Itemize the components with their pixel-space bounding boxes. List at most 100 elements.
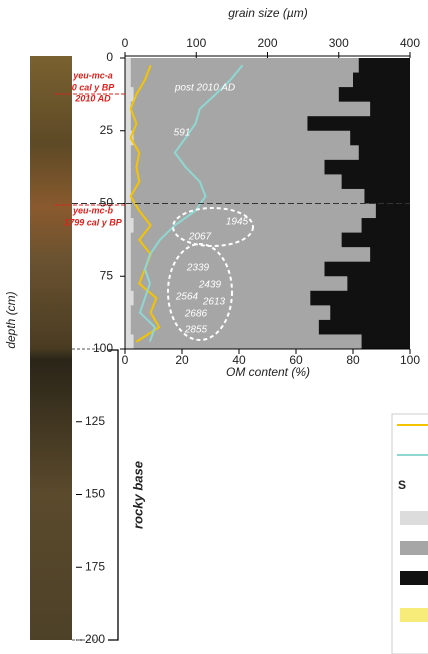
x2-tick-label: 300 xyxy=(329,36,349,50)
bar-segment xyxy=(358,58,410,73)
y-tick-label: 175 xyxy=(85,559,105,573)
bar-segment xyxy=(130,276,348,292)
annotation: 2339 xyxy=(186,263,210,274)
core-label: 0 cal y BP xyxy=(72,82,116,92)
bar-segment xyxy=(361,334,410,350)
y-tick-label: 25 xyxy=(100,123,114,137)
x-tick-label: 80 xyxy=(346,353,360,367)
bar-segment xyxy=(130,116,308,132)
bar-segment xyxy=(347,276,410,292)
bar-segment xyxy=(125,232,131,248)
bar-segment xyxy=(125,305,131,321)
bar-segment xyxy=(125,72,131,88)
bar-segment xyxy=(350,130,410,146)
bar-segment xyxy=(125,101,131,117)
highlight-ellipse xyxy=(167,243,233,341)
annotation: 1945 xyxy=(226,217,249,228)
bar-segment xyxy=(133,87,339,103)
bar-segment xyxy=(130,247,371,263)
x2-tick-label: 0 xyxy=(122,36,129,50)
bar-segment xyxy=(125,58,131,73)
bar-segment xyxy=(125,247,131,263)
legend-swatch xyxy=(400,608,428,622)
bar-segment xyxy=(130,72,353,88)
x-tick-label: 20 xyxy=(175,353,189,367)
bar-segment xyxy=(370,101,410,117)
annotation: 2564 xyxy=(175,292,199,303)
x2-tick-label: 400 xyxy=(400,36,420,50)
bar-segment xyxy=(130,159,325,175)
bar-segment xyxy=(130,305,331,321)
y-tick-label: 150 xyxy=(85,487,105,501)
annotation: 2613 xyxy=(202,297,226,308)
bar-segment xyxy=(370,247,410,263)
bar-segment xyxy=(125,334,134,350)
bar-segment xyxy=(130,101,371,117)
x2-axis-label: grain size (µm) xyxy=(228,6,308,20)
y-tick-label: 200 xyxy=(85,632,105,646)
annotation: 2067 xyxy=(188,232,212,243)
bar-segment xyxy=(307,116,410,132)
bar-segment xyxy=(130,232,342,248)
annotation: 591 xyxy=(174,128,191,139)
bar-segment xyxy=(125,261,131,277)
bar-segment xyxy=(130,145,359,161)
bar-segment xyxy=(361,218,410,233)
core-label: yeu-mc-a xyxy=(72,70,113,80)
annotation: 2686 xyxy=(184,309,208,320)
bar-segment xyxy=(125,188,131,204)
x-tick-label: 40 xyxy=(232,353,246,367)
bar-segment xyxy=(130,203,376,219)
core-label: yeu-mc-b xyxy=(72,205,114,215)
legend-swatch xyxy=(400,541,428,555)
bar-segment xyxy=(318,319,410,335)
annotation: post 2010 AD xyxy=(174,83,235,94)
x-axis-label: OM content (%) xyxy=(226,365,310,379)
core-label: 2010 AD xyxy=(74,93,111,103)
bar-segment xyxy=(133,334,362,350)
y-tick-label: 75 xyxy=(100,268,114,282)
profile-line xyxy=(129,64,161,343)
annotation: 2439 xyxy=(198,280,222,291)
bar-segment xyxy=(364,188,410,204)
bar-segment xyxy=(358,145,410,161)
bar-segment xyxy=(133,218,362,233)
bar-segment xyxy=(130,319,319,335)
legend-swatch xyxy=(400,571,428,585)
bar-segment xyxy=(125,218,134,233)
bar-segment xyxy=(341,174,410,190)
y-tick-label: 125 xyxy=(85,414,105,428)
bar-segment xyxy=(125,87,134,103)
bar-segment xyxy=(130,188,365,204)
bar-segment xyxy=(341,232,410,248)
bar-segment xyxy=(375,203,410,219)
bar-segment xyxy=(324,159,410,175)
bar-segment xyxy=(133,290,311,306)
bar-segment xyxy=(324,261,410,277)
bracket xyxy=(108,349,119,641)
bar-segment xyxy=(125,174,131,190)
x-tick-label: 100 xyxy=(400,353,420,367)
x-tick-label: 60 xyxy=(289,353,303,367)
bar-segment xyxy=(338,87,410,103)
y-tick-label: 50 xyxy=(100,196,114,210)
highlight-ellipse xyxy=(172,207,254,247)
x-tick-label: 0 xyxy=(122,353,129,367)
bar-segment xyxy=(133,130,351,146)
bracket-label: rocky base xyxy=(130,461,145,529)
legend: S xyxy=(391,413,428,654)
bar-segment xyxy=(353,72,410,88)
bar-segment xyxy=(130,261,325,277)
bar-segment xyxy=(130,174,342,190)
legend-swatch xyxy=(400,511,428,525)
plot: 0 100 200 300 400 0 20 40 60 80 100 0 25 50 75 100 125 15… xyxy=(55,36,420,646)
y-tick-label: 0 xyxy=(106,50,113,64)
bar-segment xyxy=(125,203,131,219)
bar-segment xyxy=(125,159,131,175)
bar-segment xyxy=(130,58,359,73)
x2-tick-label: 200 xyxy=(257,36,277,50)
bar-segment xyxy=(125,290,134,306)
bar-segment xyxy=(125,130,134,146)
x2-tick-label: 100 xyxy=(186,36,206,50)
bar-segment xyxy=(310,290,410,306)
